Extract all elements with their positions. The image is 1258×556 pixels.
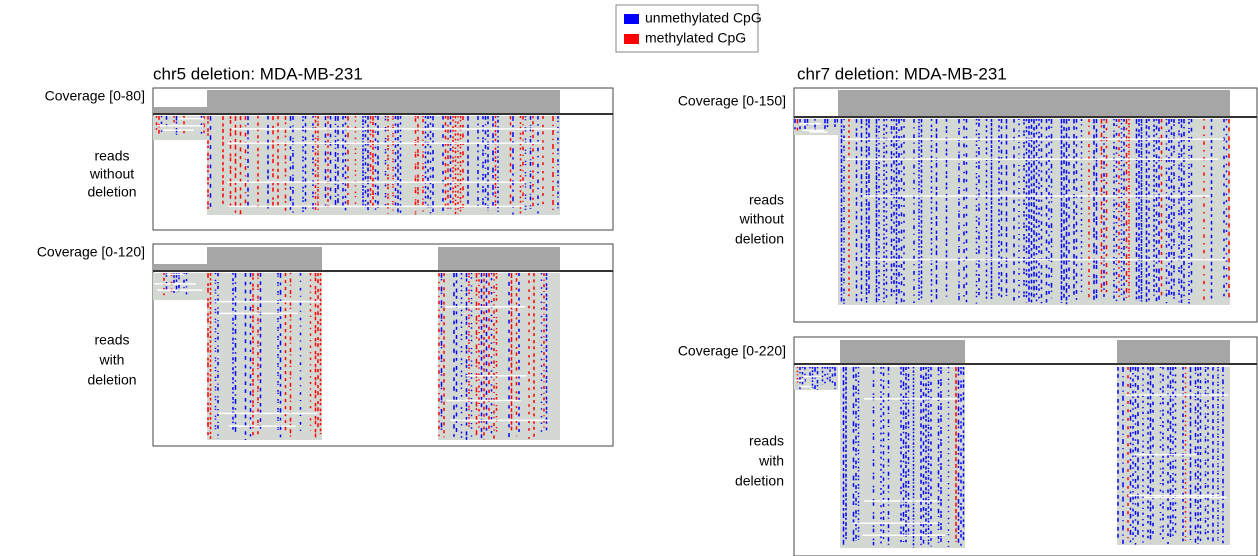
coverage — [207, 247, 322, 271]
reads — [153, 273, 207, 300]
reads-label: reads — [94, 332, 129, 348]
reads-label: with — [99, 352, 125, 368]
reads-label: deletion — [735, 473, 784, 489]
reads-label: without — [89, 166, 134, 182]
coverage — [438, 247, 560, 271]
reads-label: without — [739, 211, 784, 227]
coverage — [153, 264, 207, 271]
coverage-label: Coverage [0-120] — [37, 244, 145, 260]
reads-label: deletion — [735, 231, 784, 247]
reads-label: reads — [749, 433, 784, 449]
coverage — [1117, 340, 1230, 364]
coverage — [207, 90, 560, 114]
reads — [207, 116, 560, 215]
reads-label: reads — [94, 148, 129, 164]
legend-label: methylated CpG — [645, 30, 746, 46]
figure: unmethylated CpG methylated CpG chr5 delet… — [0, 0, 1258, 556]
panel-title: chr7 deletion: MDA-MB-231 — [797, 64, 1007, 83]
coverage-label: Coverage [0-220] — [678, 343, 786, 359]
legend-swatch — [624, 34, 639, 44]
legend-swatch — [624, 14, 639, 24]
reads-label: with — [758, 453, 784, 469]
panel-title: chr5 deletion: MDA-MB-231 — [153, 64, 363, 83]
coverage — [153, 107, 207, 114]
legend-label: unmethylated CpG — [645, 10, 762, 26]
reads — [840, 367, 965, 548]
reads — [207, 273, 322, 440]
reads-label: reads — [749, 192, 784, 208]
coverage — [838, 90, 1230, 117]
reads-label: deletion — [87, 372, 136, 388]
reads — [153, 116, 207, 140]
coverage-label: Coverage [0-150] — [678, 93, 786, 109]
coverage-label: Coverage [0-80] — [45, 88, 145, 104]
coverage — [840, 340, 965, 364]
reads-label: deletion — [87, 184, 136, 200]
